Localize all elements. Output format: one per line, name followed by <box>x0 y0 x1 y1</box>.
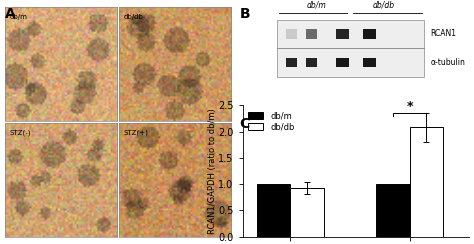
Bar <box>291 188 324 237</box>
Legend: db/m, db/db: db/m, db/db <box>247 110 296 133</box>
Bar <box>286 30 297 39</box>
Text: *: * <box>406 100 413 113</box>
Bar <box>277 20 424 77</box>
Text: A: A <box>5 7 16 21</box>
Text: db/db: db/db <box>373 1 395 10</box>
Text: α-tubulin: α-tubulin <box>431 58 465 67</box>
Text: B: B <box>239 7 250 21</box>
Bar <box>363 58 376 67</box>
Text: RCAN1: RCAN1 <box>431 30 457 39</box>
Bar <box>336 58 349 67</box>
Text: db/m: db/m <box>9 14 27 20</box>
Bar <box>410 127 443 237</box>
Bar <box>306 58 318 67</box>
Text: C: C <box>239 117 250 131</box>
Y-axis label: RCAN1/GAPDH (ratio to db/m): RCAN1/GAPDH (ratio to db/m) <box>208 108 217 234</box>
Bar <box>336 30 349 39</box>
Bar <box>376 184 410 237</box>
Bar <box>257 184 291 237</box>
Text: STZ(-): STZ(-) <box>9 130 31 136</box>
Bar <box>286 58 297 67</box>
Text: db/m: db/m <box>307 1 326 10</box>
Bar <box>363 30 376 39</box>
Text: STZ(+): STZ(+) <box>124 130 149 136</box>
Bar <box>306 30 318 39</box>
Text: db/db: db/db <box>124 14 144 20</box>
